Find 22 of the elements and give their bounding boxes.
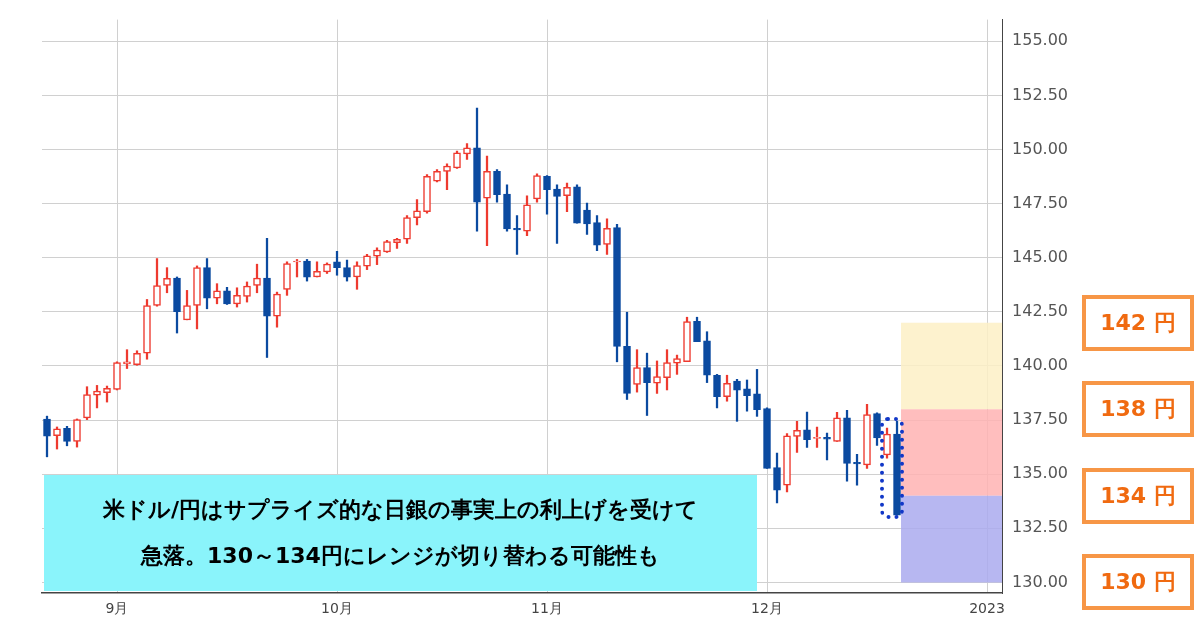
y-tick-label: 150.00 [1012,138,1068,158]
annotation: 米ドル/円はサプライズ的な日銀の事実上の利上げを受けて [102,496,699,525]
y-tick-label: 155.00 [1012,30,1068,50]
annotation: 急落。130～134円にレンジが切り替わる可能性も [141,542,660,571]
text: 134 円 [1082,467,1194,524]
y-tick-label: 142.50 [1012,300,1068,320]
x-tick-label: 9月 [105,600,129,617]
x-tick-label: 12月 [751,600,783,617]
y-tick-label: 145.00 [1012,246,1068,266]
y-tick-label: 140.00 [1012,355,1068,375]
y-tick-label: 147.50 [1012,192,1068,212]
y-tick-label: 137.50 [1012,409,1068,429]
y-tick-label: 132.50 [1012,517,1068,537]
x-tick-label: 11月 [531,600,563,617]
y-tick-label: 135.00 [1012,463,1068,483]
y-tick-label: 130.00 [1012,571,1068,591]
text: 142 円 [1082,294,1194,351]
y-tick-label: 152.50 [1012,84,1068,104]
text: 130 円 [1082,554,1194,611]
x-tick-label: 2023 [969,600,1005,617]
text: 138 円 [1082,381,1194,438]
x-tick-label: 10月 [321,600,353,617]
